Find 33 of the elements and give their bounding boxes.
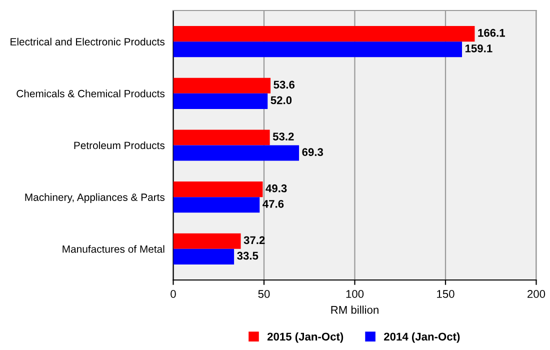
x-tick-label: 100 bbox=[346, 290, 364, 298]
data-label: 166.1 bbox=[478, 28, 505, 37]
legend-label: 2015 (Jan-Oct) bbox=[267, 332, 344, 343]
data-label: 37.2 bbox=[244, 236, 265, 244]
y-tick-label: Chemicals & Chemical Products bbox=[16, 90, 165, 98]
y-tick-label: Electrical and Electronic Products bbox=[10, 38, 165, 46]
bar bbox=[173, 93, 268, 109]
bar bbox=[173, 42, 462, 58]
bar bbox=[173, 130, 270, 146]
bar bbox=[173, 78, 271, 94]
data-label: 52.0 bbox=[270, 96, 292, 104]
data-label: 49.3 bbox=[266, 184, 287, 192]
data-label: 69.3 bbox=[302, 148, 324, 156]
bar bbox=[173, 182, 263, 198]
data-label: 47.6 bbox=[262, 200, 284, 208]
y-tick-label: Machinery, Appliances & Parts bbox=[25, 193, 165, 204]
x-tick-label: 0 bbox=[170, 290, 176, 298]
y-tick-label: Petroleum Products bbox=[74, 141, 165, 150]
bar bbox=[173, 26, 475, 42]
bar bbox=[173, 197, 260, 213]
x-axis-title: RM billion bbox=[331, 306, 378, 314]
bar bbox=[173, 248, 234, 264]
x-tick-label: 50 bbox=[258, 290, 270, 298]
bar bbox=[173, 145, 300, 161]
x-tick-label: 150 bbox=[437, 290, 454, 298]
bar bbox=[173, 233, 241, 249]
y-tick-label: Manufactures of Metal bbox=[62, 245, 164, 253]
data-label: 53.6 bbox=[274, 80, 295, 89]
x-tick-label: 200 bbox=[528, 290, 546, 298]
legend-label: 2014 (Jan-Oct) bbox=[384, 332, 460, 343]
data-label: 159.1 bbox=[465, 44, 492, 52]
data-label: 33.5 bbox=[237, 252, 258, 260]
data-label: 53.2 bbox=[272, 132, 294, 140]
